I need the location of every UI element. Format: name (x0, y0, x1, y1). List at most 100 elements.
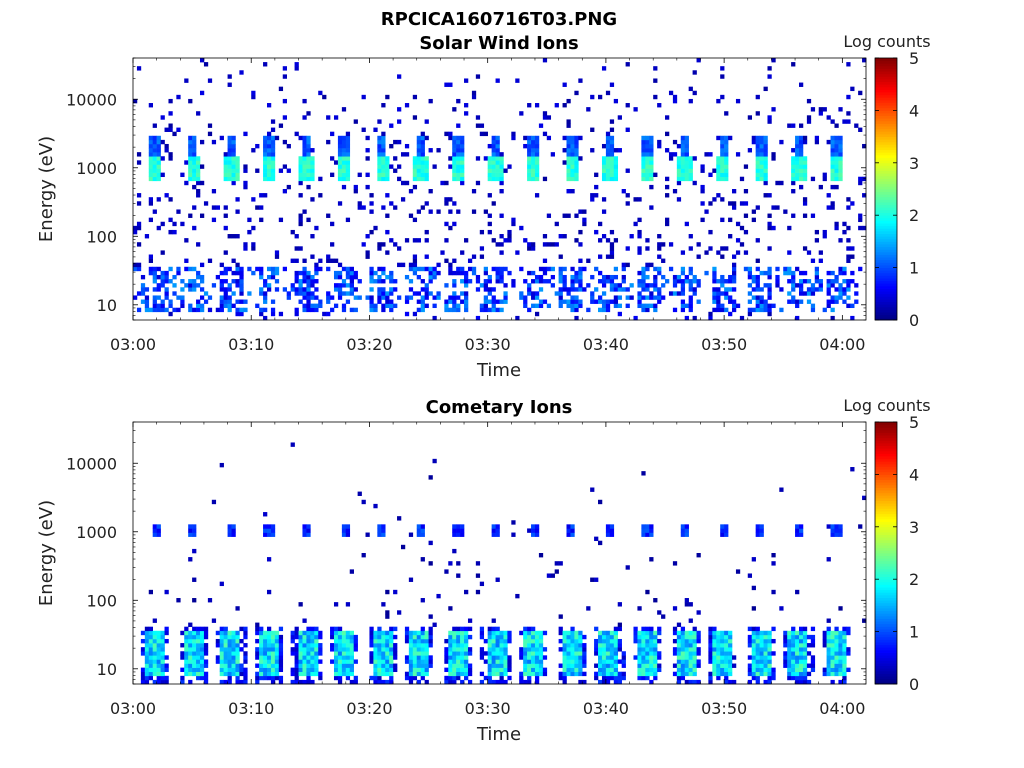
spectrogram-cell (661, 283, 666, 288)
spectrogram-cell (755, 287, 760, 292)
spectrogram-cell (759, 148, 764, 153)
spectrogram-cell (192, 651, 197, 656)
spectrogram-cell (684, 630, 689, 636)
spectrogram-cell (487, 156, 492, 161)
spectrogram-cell (799, 143, 804, 149)
spectrogram-cell (487, 638, 492, 644)
spectrogram-cell (672, 671, 678, 677)
spectrogram-cell (286, 143, 291, 149)
spectrogram-cell (609, 287, 615, 292)
spectrogram-cell (156, 225, 161, 231)
colorbar-segment (875, 71, 897, 75)
spectrogram-cell (377, 295, 382, 300)
spectrogram-cell (692, 274, 697, 280)
spectrogram-cell (270, 634, 276, 640)
spectrogram-cell (156, 675, 161, 681)
spectrogram-cell (345, 532, 351, 537)
spectrogram-cell (799, 299, 804, 304)
spectrogram-cell (196, 663, 201, 668)
spectrogram-cell (574, 274, 579, 280)
spectrogram-cell (767, 283, 772, 288)
spectrogram-cell (247, 266, 252, 272)
spectrogram-cell (357, 491, 362, 496)
spectrogram-cell (389, 643, 394, 648)
spectrogram-cell (341, 307, 347, 313)
spectrogram-cell (779, 606, 784, 611)
spectrogram-cell (712, 655, 717, 660)
spectrogram-cell (716, 279, 721, 284)
spectrogram-cell (188, 643, 193, 648)
colorbar-segment (875, 152, 897, 156)
spectrogram-cell (692, 634, 697, 640)
spectrogram-cell (629, 234, 634, 239)
spectrogram-cell (562, 663, 567, 668)
spectrogram-cell (180, 295, 185, 300)
spectrogram-cell (763, 135, 768, 141)
spectrogram-cell (369, 659, 374, 664)
spectrogram-cell (251, 225, 256, 231)
spectrogram-cell (649, 647, 654, 652)
spectrogram-cell (314, 307, 319, 313)
spectrogram-cell (732, 274, 737, 280)
spectrogram-cell (467, 266, 473, 272)
spectrogram-cell (424, 201, 429, 206)
spectrogram-cell (546, 266, 552, 272)
spectrogram-cell (156, 168, 161, 173)
spectrogram-cell (298, 160, 303, 165)
spectrogram-cell (231, 643, 236, 648)
spectrogram-cell (787, 634, 792, 640)
spectrogram-cell (278, 651, 284, 656)
spectrogram-cell (633, 634, 638, 640)
spectrogram-cell (152, 139, 157, 145)
spectrogram-cell (558, 671, 563, 677)
spectrogram-cell (148, 307, 153, 313)
spectrogram-cell (712, 651, 717, 656)
spectrogram-cell (223, 655, 228, 660)
y-tick-label: 1000 (76, 523, 117, 542)
spectrogram-cell (653, 630, 658, 636)
spectrogram-cell (491, 295, 496, 300)
spectrogram-cell (377, 647, 382, 652)
spectrogram-cell (420, 671, 425, 677)
spectrogram-cell (172, 283, 177, 288)
spectrogram-cell (791, 638, 796, 644)
spectrogram-cell (751, 307, 756, 313)
spectrogram-cell (759, 659, 764, 664)
spectrogram-cell (266, 634, 272, 640)
colorbar-segment (875, 663, 897, 667)
spectrogram-cell (795, 638, 800, 644)
spectrogram-cell (448, 659, 453, 664)
spectrogram-cell (168, 299, 173, 304)
spectrogram-cell (826, 618, 831, 623)
spectrogram-cell (278, 123, 284, 128)
spectrogram-cell (247, 217, 252, 223)
spectrogram-cell (763, 638, 768, 644)
spectrogram-cell (538, 671, 544, 677)
spectrogram-cell (227, 679, 232, 685)
spectrogram-cell (306, 274, 311, 280)
colorbar-segment (875, 429, 897, 433)
spectrogram-cell (507, 630, 512, 636)
spectrogram-cell (385, 176, 390, 182)
spectrogram-cell (755, 630, 760, 636)
spectrogram-cell (404, 238, 410, 243)
spectrogram-cell (460, 160, 465, 165)
spectrogram-cell (278, 168, 284, 173)
spectrogram-cell (448, 197, 453, 202)
spectrogram-cell (192, 225, 197, 231)
spectrogram-cell (653, 66, 658, 71)
spectrogram-cell (377, 274, 382, 280)
spectrogram-cell (176, 94, 181, 100)
spectrogram-cell (834, 143, 839, 149)
spectrogram-cell (452, 258, 457, 263)
spectrogram-cell (136, 152, 142, 157)
spectrogram-cell (278, 634, 284, 640)
spectrogram-cell (389, 671, 394, 677)
spectrogram-cell (594, 299, 599, 304)
spectrogram-cell (542, 655, 548, 660)
spectrogram-cell (554, 569, 559, 574)
colorbar-segment (875, 571, 897, 575)
spectrogram-cell (255, 168, 260, 173)
spectrogram-cell (649, 655, 654, 660)
spectrogram-cell (767, 643, 772, 648)
